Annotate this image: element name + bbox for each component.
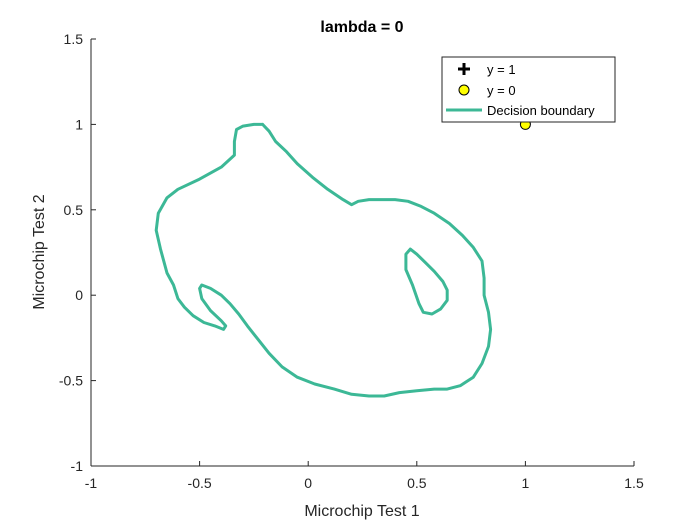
y-tick-label: 1.5 <box>64 31 84 47</box>
y-axis-label: Microchip Test 2 <box>31 194 48 309</box>
x-tick-label: 1.5 <box>624 475 644 491</box>
x-tick-label: 0.5 <box>407 475 427 491</box>
legend-label-boundary: Decision boundary <box>487 103 595 118</box>
y-tick-label: 0 <box>75 287 83 303</box>
y-tick-label: -1 <box>71 458 84 474</box>
decision-boundary-line <box>154 122 493 398</box>
plus-marker-icon <box>458 63 470 75</box>
chart-title: lambda = 0 <box>320 19 403 36</box>
legend-label-y1: y = 1 <box>487 62 516 77</box>
series-layer <box>154 118 531 398</box>
y-tick-label: -0.5 <box>59 373 83 389</box>
y-tick-label: 0.5 <box>64 202 84 218</box>
legend-label-y0: y = 0 <box>487 83 516 98</box>
legend-entry-boundary: Decision boundary <box>446 103 595 118</box>
x-tick-label: -1 <box>85 475 98 491</box>
x-tick-label: 0 <box>304 475 312 491</box>
y-tick-label: 1 <box>75 116 83 132</box>
x-axis-label: Microchip Test 1 <box>304 503 419 520</box>
legend-entry-y0: y = 0 <box>458 83 516 98</box>
legend: y = 1 y = 0 Decision boundary <box>441 56 616 123</box>
legend-entry-y1: y = 1 <box>458 62 516 77</box>
circle-marker-icon <box>458 84 470 96</box>
plot-area <box>90 39 634 467</box>
x-tick-label: -0.5 <box>188 475 212 491</box>
x-axis-ticks: -1 -0.5 0 0.5 1 1.5 <box>85 461 644 491</box>
y-axis-ticks: -1 -0.5 0 0.5 1 1.5 <box>59 31 96 474</box>
x-tick-label: 1 <box>522 475 530 491</box>
decision-boundary-line <box>404 247 449 316</box>
